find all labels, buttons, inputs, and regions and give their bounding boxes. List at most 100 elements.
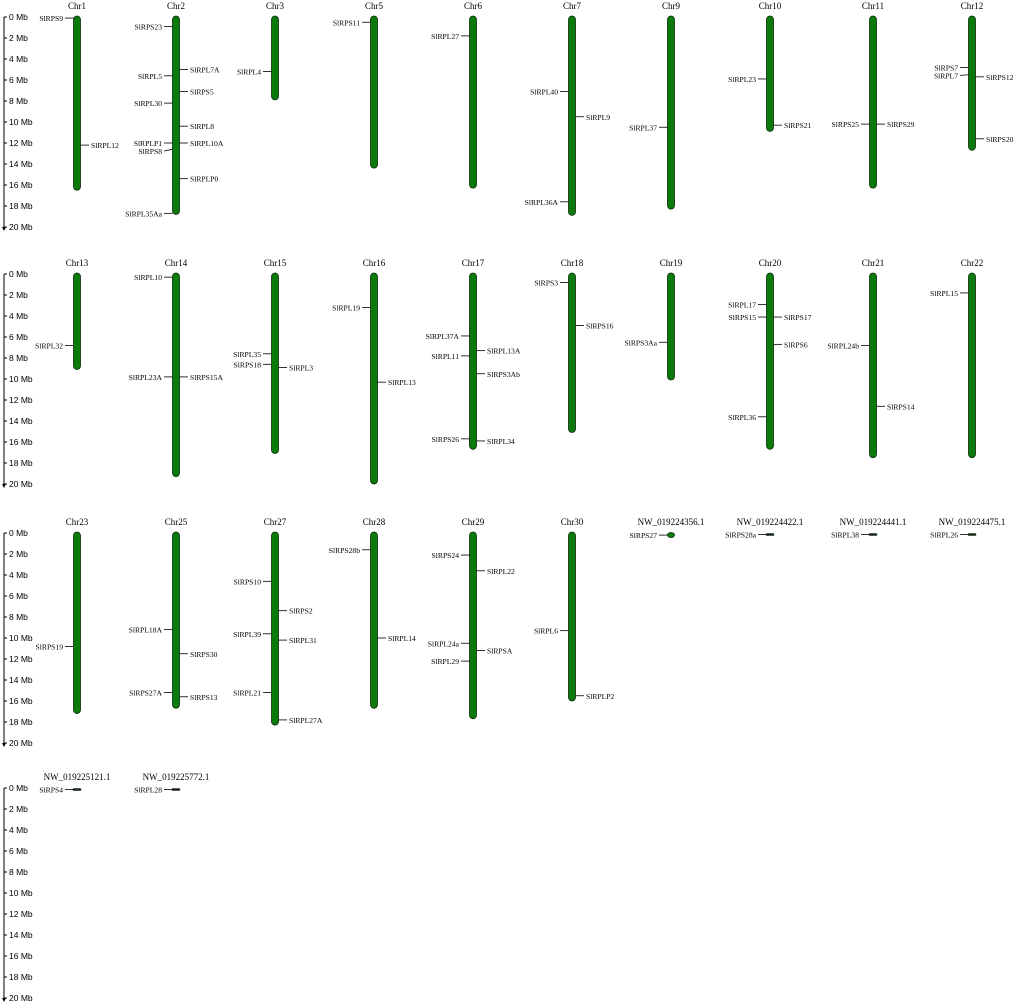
chromosome-name: Chr19	[660, 258, 683, 268]
gene-label: SlRPL8	[190, 122, 214, 131]
gene-label: SlRPS11	[333, 18, 360, 27]
chromosome-bar	[172, 15, 180, 215]
scale-tick-label: 12 Mb	[9, 654, 33, 664]
chromosome: NW_019224422.1 SlRPS28a	[725, 517, 803, 540]
scale-tick-label: 10 Mb	[9, 117, 33, 127]
gene-label: SlRPL13A	[487, 347, 521, 356]
gene-label: SlRPS26	[432, 435, 460, 444]
chromosome-bar	[568, 15, 576, 216]
scale-tick-label: 20 Mb	[9, 222, 33, 232]
chromosome: Chr6 SlRPL27	[431, 1, 483, 189]
scale-tick-label: 20 Mb	[9, 738, 33, 748]
chromosome-name: NW_019225121.1	[44, 772, 111, 782]
chromosome-bar	[370, 531, 378, 709]
chromosome-name: Chr11	[862, 1, 884, 11]
gene-label: SlRPL21	[233, 689, 261, 698]
gene-label: SlRPS3Aa	[625, 338, 658, 347]
gene-label: SlRPL26	[930, 531, 958, 540]
chromosome-bar	[869, 272, 877, 459]
scale-tick-label: 2 Mb	[9, 290, 28, 300]
chromosome-name: Chr29	[462, 517, 485, 527]
scale-tick-label: 18 Mb	[9, 972, 33, 982]
chromosome-bar	[868, 533, 878, 536]
scale-tick-label: 18 Mb	[9, 717, 33, 727]
gene-label: SlRPL36	[728, 413, 756, 422]
scale-tick-label: 16 Mb	[9, 180, 33, 190]
chromosome: Chr19 SlRPS3Aa	[625, 258, 683, 381]
gene-label: SlRPL7	[934, 71, 958, 80]
gene-label: SlRPS13	[190, 693, 218, 702]
scale-axis-arrow	[2, 484, 6, 488]
gene-label: SlRPS3	[534, 278, 558, 287]
gene-label: SlRPS28a	[725, 531, 756, 540]
chromosome-bar	[469, 531, 477, 720]
gene-label: SlRPL11	[431, 352, 459, 361]
chromosome: Chr16 SlRPL19 SlRPL13	[332, 258, 416, 485]
scale-tick-label: 6 Mb	[9, 591, 28, 601]
chromosome-bar	[968, 15, 976, 151]
gene-label: SlRPL39	[233, 630, 261, 639]
chromosome: Chr10 SlRPL23 SlRPS21	[728, 1, 812, 132]
chromosome-name: NW_019224356.1	[638, 517, 705, 527]
gene-label: SlRPL19	[332, 304, 360, 313]
gene-label: SlRPL10A	[190, 139, 224, 148]
gene-label: SlRPS15	[729, 313, 757, 322]
chromosome-bar	[968, 272, 976, 459]
scale-tick-label: 16 Mb	[9, 951, 33, 961]
chromosome-bar	[568, 272, 576, 433]
gene-label: SlRPS18	[234, 360, 262, 369]
chromosome: NW_019224441.1 SlRPL38	[831, 517, 906, 540]
gene-label: SlRPL28	[134, 786, 162, 795]
scale-tick-label: 10 Mb	[9, 888, 33, 898]
chromosome-bar	[766, 15, 774, 132]
gene-label: SlRPS6	[784, 340, 808, 349]
gene-label: SlRPLP1	[134, 139, 162, 148]
chromosome-name: Chr20	[759, 258, 782, 268]
scale-tick-label: 14 Mb	[9, 675, 33, 685]
scale-tick-label: 12 Mb	[9, 909, 33, 919]
gene-label: SlRPS15A	[190, 373, 223, 382]
chromosome-bar	[967, 533, 977, 536]
scale-tick-label: 0 Mb	[9, 528, 28, 538]
chromosome: Chr18 SlRPS3 SlRPS16	[534, 258, 614, 433]
chromosome-name: Chr21	[862, 258, 885, 268]
chromosome-name: NW_019224441.1	[840, 517, 907, 527]
gene-label: SlRPL24a	[428, 639, 460, 648]
gene-label: SlRPL35Aa	[125, 209, 162, 218]
scale-tick-label: 2 Mb	[9, 804, 28, 814]
chromosome: NW_019225772.1 SlRPL28	[134, 772, 209, 795]
chromosome-name: Chr16	[363, 258, 386, 268]
gene-label: SlRPL12	[91, 141, 119, 150]
chromosome: Chr11 SlRPS25 SlRPS29	[832, 1, 915, 189]
scale-tick-label: 4 Mb	[9, 825, 28, 835]
gene-label: SlRPS28b	[329, 546, 360, 555]
chromosome-name: Chr27	[264, 517, 287, 527]
chromosome: NW_019225121.1 SlRPS4	[39, 772, 110, 795]
scale-tick-label: 6 Mb	[9, 332, 28, 342]
scale-tick-label: 14 Mb	[9, 930, 33, 940]
chromosome-name: Chr3	[266, 1, 285, 11]
chromosome-bar	[869, 15, 877, 189]
scale-tick-label: 14 Mb	[9, 416, 33, 426]
gene-label: SlRPL9	[586, 113, 610, 122]
scale-tick-label: 8 Mb	[9, 612, 28, 622]
chromosome-bar	[370, 15, 378, 169]
chromosome-bar	[667, 272, 675, 381]
gene-label: SlRPLP2	[586, 692, 614, 701]
chromosome-bar	[271, 15, 279, 101]
scale-axis: 0 Mb 2 Mb 4 Mb 6 Mb 8 Mb 10 Mb 12 Mb 14 Mb 16 Mb…	[2, 783, 33, 1003]
gene-label: SlRPS8	[138, 147, 162, 156]
gene-label: SlRPL30	[134, 99, 162, 108]
chromosome: Chr25 SlRPL18A SlRPS27A SlRPS30 SlRPS13	[129, 517, 218, 709]
scale-axis: 0 Mb 2 Mb 4 Mb 6 Mb 8 Mb 10 Mb 12 Mb 14 Mb 16 Mb…	[2, 528, 33, 748]
chromosome: Chr5 SlRPS11	[333, 1, 384, 169]
chromosome-bar	[766, 272, 774, 450]
chromosome-name: NW_019224475.1	[939, 517, 1006, 527]
gene-label: SlRPS23	[135, 22, 163, 31]
gene-label: SlRPL17	[728, 300, 756, 309]
gene-label: SlRPL23	[728, 75, 756, 84]
chromosome: Chr23 SlRPS19	[36, 517, 89, 714]
gene-label: SlRPL6	[534, 627, 558, 636]
